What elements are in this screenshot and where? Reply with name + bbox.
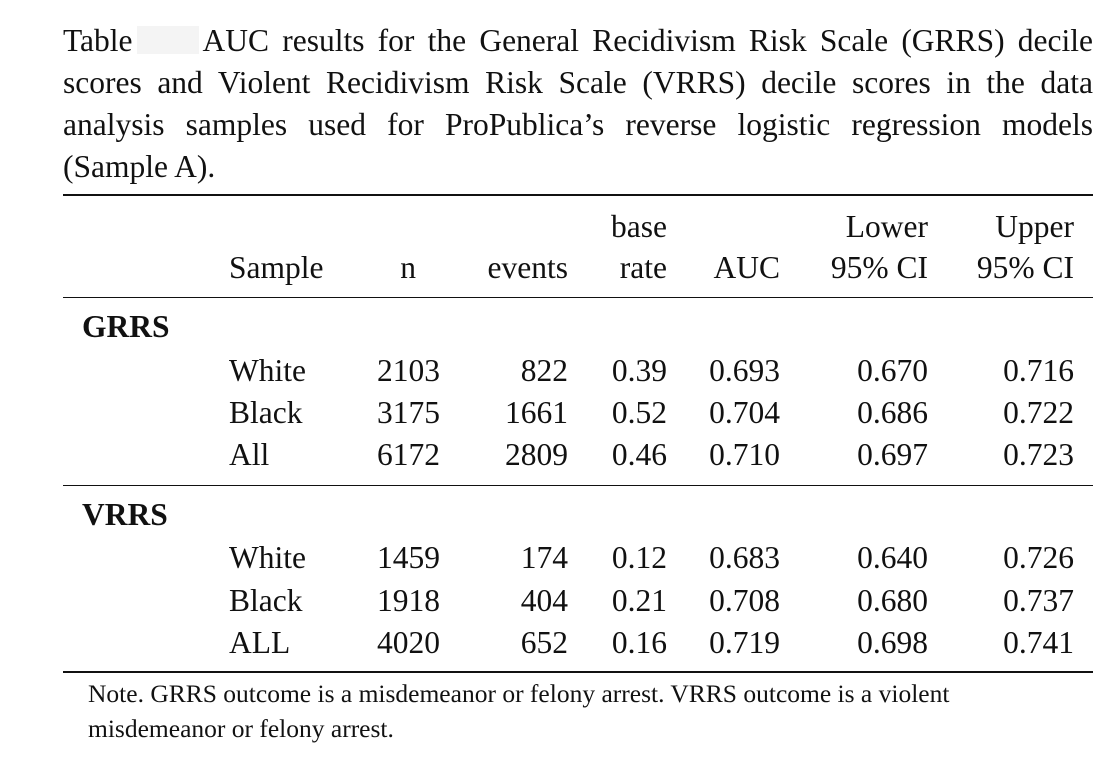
cell-base-rate: 0.46: [611, 437, 667, 472]
cell-base-rate: 0.21: [611, 583, 667, 618]
header-base-rate-line2: rate: [619, 250, 667, 285]
header-events: events: [487, 250, 568, 285]
cell-auc: 0.683: [709, 540, 780, 575]
cell-sample: All: [229, 437, 270, 472]
cell-upper-ci: 0.741: [1003, 625, 1074, 660]
cell-n: 2103: [377, 353, 440, 388]
table-caption: Table AUC results for the General Recidiv…: [63, 20, 1093, 188]
cell-upper-ci: 0.737: [1003, 583, 1074, 618]
header-upper-line1: Upper: [995, 209, 1074, 244]
group-rule: [63, 485, 1093, 486]
cell-auc: 0.708: [709, 583, 780, 618]
cell-upper-ci: 0.722: [1003, 395, 1074, 430]
cell-n: 1918: [377, 583, 440, 618]
cell-lower-ci: 0.697: [857, 437, 928, 472]
cell-events: 404: [520, 583, 568, 618]
cell-events: 652: [520, 625, 568, 660]
cell-base-rate: 0.39: [611, 353, 667, 388]
caption-prefix: Table: [63, 23, 133, 58]
cell-base-rate: 0.52: [611, 395, 667, 430]
header-base-rate-line1: base: [611, 209, 667, 244]
table-number-redaction: [136, 26, 199, 54]
header-upper-line2: 95% CI: [976, 250, 1074, 285]
header-auc: AUC: [713, 250, 780, 285]
header-n: n: [400, 250, 416, 285]
cell-events: 822: [520, 353, 568, 388]
cell-lower-ci: 0.686: [857, 395, 928, 430]
cell-events: 1661: [505, 395, 568, 430]
cell-n: 6172: [377, 437, 440, 472]
caption-text: AUC results for the General Recidivism R…: [63, 23, 1093, 184]
cell-n: 3175: [377, 395, 440, 430]
cell-events: 174: [520, 540, 568, 575]
cell-events: 2809: [505, 437, 568, 472]
cell-sample: White: [229, 540, 306, 575]
cell-lower-ci: 0.698: [857, 625, 928, 660]
cell-base-rate: 0.16: [611, 625, 667, 660]
cell-auc: 0.719: [709, 625, 780, 660]
cell-sample: White: [229, 353, 306, 388]
cell-lower-ci: 0.640: [857, 540, 928, 575]
group-label-grrs: GRRS: [82, 309, 170, 344]
cell-auc: 0.693: [709, 353, 780, 388]
header-sample: Sample: [229, 250, 324, 285]
table-note: Note. GRRS outcome is a misdemeanor or f…: [88, 679, 950, 743]
cell-auc: 0.704: [709, 395, 780, 430]
cell-upper-ci: 0.726: [1003, 540, 1074, 575]
cell-sample: Black: [229, 583, 303, 618]
bottom-rule: [63, 671, 1093, 673]
cell-upper-ci: 0.716: [1003, 353, 1074, 388]
cell-base-rate: 0.12: [611, 540, 667, 575]
header-lower-line1: Lower: [845, 209, 928, 244]
cell-sample: Black: [229, 395, 303, 430]
header-lower-line2: 95% CI: [830, 250, 928, 285]
group-label-vrrs: VRRS: [82, 497, 168, 532]
cell-lower-ci: 0.680: [857, 583, 928, 618]
top-rule: [63, 194, 1093, 196]
cell-n: 4020: [377, 625, 440, 660]
header-rule: [63, 297, 1093, 298]
cell-auc: 0.710: [709, 437, 780, 472]
cell-n: 1459: [377, 540, 440, 575]
cell-sample: ALL: [229, 625, 291, 660]
cell-upper-ci: 0.723: [1003, 437, 1074, 472]
cell-lower-ci: 0.670: [857, 353, 928, 388]
